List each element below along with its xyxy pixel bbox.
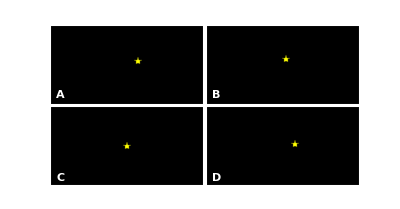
Text: A: A <box>56 90 65 100</box>
Text: C: C <box>56 173 64 183</box>
Text: B: B <box>212 90 221 100</box>
Text: D: D <box>212 173 222 183</box>
